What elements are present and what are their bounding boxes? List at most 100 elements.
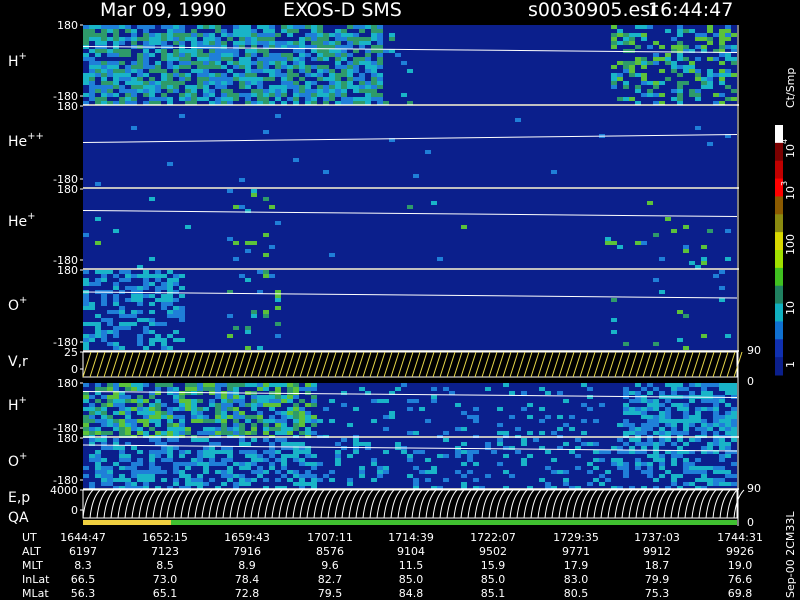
spectrogram-pixel — [179, 57, 185, 61]
spectrogram-pixel — [269, 446, 275, 450]
spectrogram-pixel — [257, 65, 263, 69]
spectrogram-pixel — [263, 49, 269, 53]
spectrogram-pixel — [173, 466, 179, 470]
spectrogram-pixel — [287, 77, 293, 81]
spectrogram-pixel — [365, 49, 371, 53]
spectrogram-pixel — [383, 415, 389, 419]
spectrogram-pixel — [251, 77, 257, 81]
spectrogram-pixel — [647, 454, 653, 458]
spectrogram-pixel — [683, 431, 689, 435]
spectrogram-pixel — [203, 37, 209, 41]
spectrogram-pixel — [431, 201, 437, 205]
table-cell: 80.5 — [564, 587, 589, 600]
spectrogram-pixel — [95, 466, 101, 470]
spectrogram-pixel — [293, 419, 299, 423]
spectrogram-pixel — [533, 438, 539, 442]
spectrogram-pixel — [179, 454, 185, 458]
spectrogram-pixel — [713, 399, 719, 403]
spectrogram-pixel — [677, 387, 683, 391]
spectrogram-pixel — [245, 49, 251, 53]
spectrogram-pixel — [89, 97, 95, 101]
spectrogram-pixel — [239, 29, 245, 33]
spectrogram-pixel — [143, 25, 149, 29]
spectrogram-pixel — [107, 53, 113, 57]
spectrogram-pixel — [143, 478, 149, 482]
spectrogram-pixel — [719, 423, 725, 427]
spectrogram-pixel — [251, 45, 257, 49]
spectrogram-pixel — [671, 474, 677, 478]
spectrogram-pixel — [683, 442, 689, 446]
spectrogram-pixel — [635, 383, 641, 387]
spectrogram-pixel — [347, 81, 353, 85]
spectrogram-pixel — [461, 462, 467, 466]
spectrogram-pixel — [101, 73, 107, 77]
spectrogram-pixel — [623, 81, 629, 85]
trace-line — [369, 351, 379, 378]
spectrogram-pixel — [713, 407, 719, 411]
spectrogram-pixel — [221, 65, 227, 69]
spectrogram-pixel — [305, 81, 311, 85]
spectrogram-pixel — [83, 423, 89, 427]
spectrogram-pixel — [335, 65, 341, 69]
spectrogram-pixel — [725, 134, 731, 138]
spectrogram-pixel — [647, 462, 653, 466]
spectrogram-pixel — [263, 45, 269, 49]
spectrogram-pixel — [731, 391, 737, 395]
spectrogram-pixel — [215, 85, 221, 89]
trace-line — [236, 489, 248, 519]
spectrogram-pixel — [113, 462, 119, 466]
spectrogram-pixel — [203, 466, 209, 470]
table-cell: 84.8 — [399, 587, 424, 600]
spectrogram-pixel — [179, 427, 185, 431]
colorbar-label: 10 — [784, 301, 797, 315]
spectrogram-pixel — [209, 65, 215, 69]
trace-line — [124, 489, 136, 519]
spectrogram-pixel — [617, 61, 623, 65]
spectrogram-pixel — [671, 462, 677, 466]
colorbar-label: 1 — [784, 361, 797, 368]
spectrogram-pixel — [251, 33, 257, 37]
spectrogram-pixel — [701, 334, 707, 338]
spectrogram-pixel — [353, 25, 359, 29]
spectrogram-pixel — [725, 403, 731, 407]
spectrogram-pixel — [305, 462, 311, 466]
spectrogram-pixel — [671, 387, 677, 391]
spectrogram-pixel — [365, 69, 371, 73]
spectrogram-pixel — [95, 25, 101, 29]
spectrogram-pixel — [263, 69, 269, 73]
spectrogram-pixel — [341, 391, 347, 395]
spectrogram-pixel — [263, 470, 269, 474]
spectrogram-pixel — [341, 438, 347, 442]
spectrogram-pixel — [461, 427, 467, 431]
spectrogram-pixel — [689, 89, 695, 93]
spectrogram-pixel — [707, 427, 713, 431]
spectrogram-pixel — [89, 49, 95, 53]
spectrogram-pixel — [611, 33, 617, 37]
spectrogram-pixel — [299, 41, 305, 45]
spectrogram-pixel — [167, 446, 173, 450]
spectrogram-pixel — [269, 93, 275, 97]
spectrogram-pixel — [683, 249, 689, 253]
spectrogram-pixel — [473, 486, 479, 490]
spectrogram-pixel — [683, 415, 689, 419]
spectrogram-pixel — [143, 37, 149, 41]
spectrogram-pixel — [521, 391, 527, 395]
spectrogram-pixel — [665, 438, 671, 442]
spectrogram-pixel — [185, 399, 191, 403]
spectrogram-pixel — [257, 395, 263, 399]
spectrogram-pixel — [611, 81, 617, 85]
table-cell: 7123 — [151, 545, 179, 558]
spectrogram-pixel — [131, 298, 137, 302]
table-cell: 1714:39 — [388, 531, 434, 544]
spectrogram-pixel — [197, 431, 203, 435]
spectrogram-pixel — [197, 411, 203, 415]
spectrogram-pixel — [509, 415, 515, 419]
spectrogram-pixel — [299, 61, 305, 65]
spectrogram-pixel — [635, 89, 641, 93]
spectrogram-pixel — [287, 29, 293, 33]
spectrogram-pixel — [125, 65, 131, 69]
trace-line — [320, 489, 332, 519]
spectrogram-pixel — [179, 77, 185, 81]
trace-line — [726, 351, 736, 378]
spectrogram-pixel — [665, 407, 671, 411]
